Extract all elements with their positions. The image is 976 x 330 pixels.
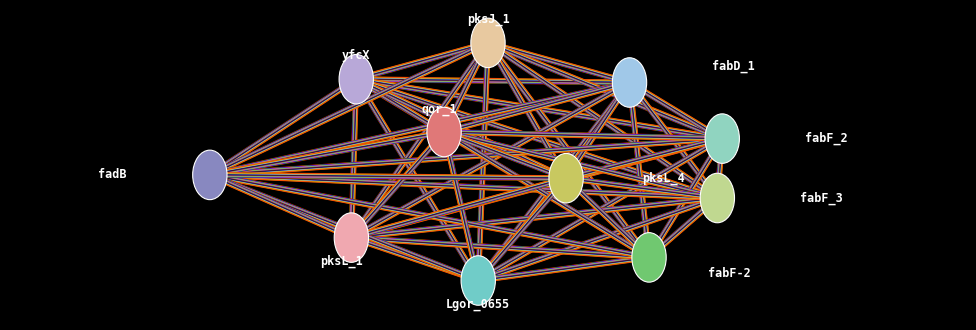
Text: fabF_2: fabF_2 (805, 132, 848, 145)
Text: pksJ_1: pksJ_1 (467, 13, 509, 26)
Text: pksL_4: pksL_4 (642, 172, 685, 185)
Ellipse shape (192, 150, 227, 200)
Text: fabF_3: fabF_3 (800, 191, 843, 205)
Text: fabD_1: fabD_1 (712, 59, 755, 73)
Ellipse shape (334, 213, 369, 262)
Ellipse shape (631, 233, 667, 282)
Text: fadB: fadB (99, 168, 127, 182)
Ellipse shape (470, 18, 506, 68)
Ellipse shape (612, 58, 647, 107)
Text: fabF-2: fabF-2 (708, 267, 751, 280)
Text: Lgor_0655: Lgor_0655 (446, 298, 510, 311)
Text: qor_1: qor_1 (422, 103, 457, 116)
Ellipse shape (339, 54, 374, 104)
Ellipse shape (461, 256, 496, 305)
Ellipse shape (549, 153, 584, 203)
Ellipse shape (700, 173, 735, 223)
Ellipse shape (427, 107, 462, 157)
Text: pksL_1: pksL_1 (320, 255, 363, 268)
Ellipse shape (705, 114, 740, 163)
Text: yfcX: yfcX (342, 49, 371, 62)
